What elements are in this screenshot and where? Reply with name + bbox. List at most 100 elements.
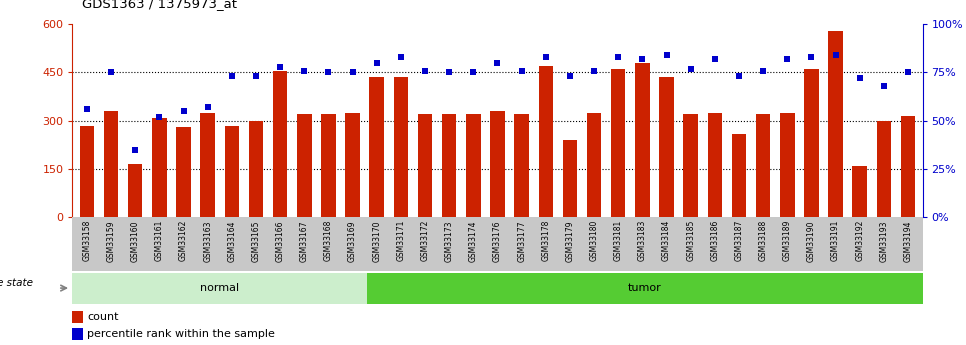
Bar [201, 113, 215, 217]
Point [780, 56, 795, 62]
Text: GSM33191: GSM33191 [831, 220, 840, 262]
Point [659, 52, 674, 58]
Text: GSM33193: GSM33193 [879, 220, 889, 262]
Point [683, 66, 698, 71]
Bar [273, 71, 288, 217]
Text: GSM33160: GSM33160 [130, 220, 140, 262]
Point [176, 108, 191, 114]
Bar [177, 127, 191, 217]
Text: GSM33177: GSM33177 [517, 220, 526, 262]
Bar [394, 77, 409, 217]
Bar [660, 77, 674, 217]
Bar [732, 134, 747, 217]
Text: GSM33179: GSM33179 [565, 220, 575, 262]
Point [369, 60, 384, 66]
Text: GSM33194: GSM33194 [903, 220, 913, 262]
Bar [611, 69, 626, 217]
Text: GSM33181: GSM33181 [613, 220, 623, 261]
Point [731, 73, 747, 79]
Point [152, 114, 167, 120]
Bar [708, 113, 723, 217]
Point [852, 76, 867, 81]
Text: GSM33167: GSM33167 [299, 220, 309, 262]
Text: GSM33169: GSM33169 [348, 220, 357, 262]
Text: GDS1363 / 1375973_at: GDS1363 / 1375973_at [82, 0, 237, 10]
Point [900, 70, 916, 75]
Text: GSM33174: GSM33174 [469, 220, 478, 262]
Text: tumor: tumor [628, 283, 662, 293]
Bar [72, 310, 83, 323]
Bar [367, 273, 923, 304]
Bar [877, 121, 892, 217]
Point [321, 70, 336, 75]
Point [79, 106, 95, 112]
Point [466, 70, 481, 75]
Text: GSM33162: GSM33162 [179, 220, 188, 262]
Bar [128, 164, 143, 217]
Text: GSM33184: GSM33184 [662, 220, 671, 262]
Bar [346, 113, 360, 217]
Text: percentile rank within the sample: percentile rank within the sample [87, 329, 275, 339]
Bar [72, 328, 83, 340]
Point [635, 56, 650, 62]
Point [538, 54, 554, 60]
Bar [491, 111, 505, 217]
Point [828, 52, 843, 58]
Bar [684, 114, 698, 217]
Text: disease state: disease state [0, 278, 33, 288]
Bar [636, 63, 650, 217]
Point [345, 70, 360, 75]
Point [755, 68, 771, 73]
Text: GSM33171: GSM33171 [396, 220, 406, 262]
Bar [829, 31, 843, 217]
Bar [104, 111, 119, 217]
Bar [467, 114, 481, 217]
Point [611, 54, 626, 60]
Text: GSM33170: GSM33170 [372, 220, 382, 262]
Text: GSM33163: GSM33163 [203, 220, 213, 262]
Point [297, 68, 312, 73]
Bar [321, 114, 336, 217]
Bar [756, 114, 771, 217]
Text: GSM33164: GSM33164 [227, 220, 237, 262]
Bar [901, 116, 916, 217]
Text: normal: normal [200, 283, 240, 293]
Point [128, 147, 143, 152]
Point [804, 54, 819, 60]
Bar [225, 126, 240, 217]
Point [586, 68, 602, 73]
Bar [853, 166, 867, 217]
Bar [515, 114, 529, 217]
Text: GSM33188: GSM33188 [758, 220, 768, 261]
Text: GSM33166: GSM33166 [275, 220, 285, 262]
Text: GSM33168: GSM33168 [324, 220, 333, 262]
Text: GSM33192: GSM33192 [855, 220, 865, 262]
Text: GSM33187: GSM33187 [734, 220, 744, 262]
Text: GSM33172: GSM33172 [420, 220, 430, 262]
Text: GSM33173: GSM33173 [444, 220, 454, 262]
Text: GSM33183: GSM33183 [638, 220, 647, 262]
Point [200, 105, 215, 110]
Point [562, 73, 578, 79]
Bar [418, 114, 433, 217]
Text: GSM33161: GSM33161 [155, 220, 164, 262]
Bar [587, 113, 601, 217]
Bar [72, 273, 367, 304]
Point [248, 73, 264, 79]
Bar [80, 126, 95, 217]
Text: GSM33159: GSM33159 [106, 220, 116, 262]
Point [490, 60, 505, 66]
Bar [442, 114, 457, 217]
Text: GSM33189: GSM33189 [782, 220, 792, 262]
Text: GSM33185: GSM33185 [686, 220, 696, 262]
Point [272, 64, 288, 69]
Bar [539, 66, 554, 217]
Point [103, 70, 119, 75]
Bar [563, 140, 578, 217]
Point [441, 70, 457, 75]
Bar [298, 114, 312, 217]
Point [393, 54, 409, 60]
Bar [781, 113, 795, 217]
Point [224, 73, 240, 79]
Bar [369, 77, 384, 217]
